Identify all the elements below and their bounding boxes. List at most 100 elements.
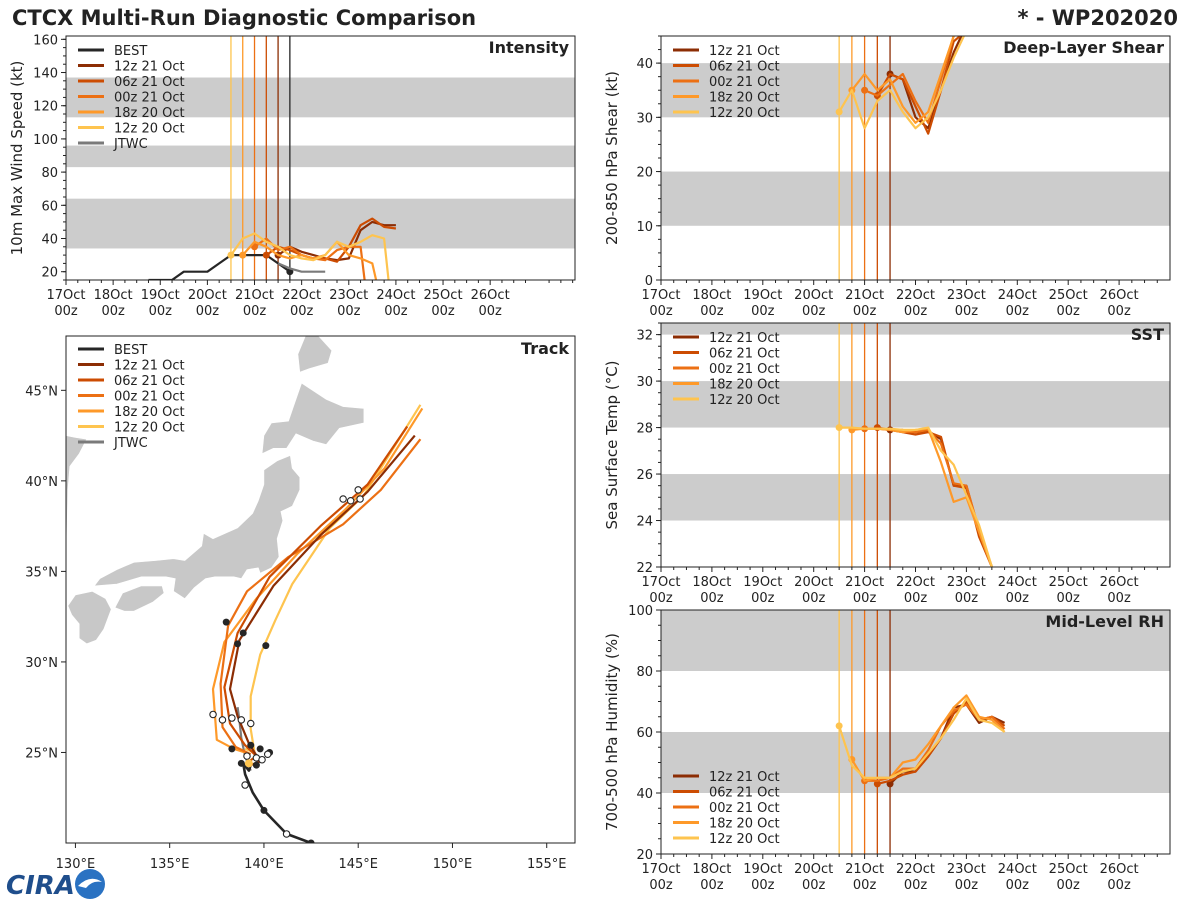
- shear-xtick-day: 25Oct: [1049, 288, 1088, 303]
- rh-title: Mid-Level RH: [1045, 612, 1164, 631]
- sst-xtick-day: 23Oct: [947, 575, 986, 590]
- shear-ytick-label: 10: [636, 220, 653, 235]
- rh-xtick-hour: 00z: [751, 878, 775, 893]
- shear-xtick-day: 21Oct: [845, 288, 884, 303]
- rh-xtick-hour: 00z: [649, 878, 673, 893]
- track-ytick-label: 45°N: [25, 384, 58, 399]
- rh-xtick-hour: 00z: [955, 878, 979, 893]
- rh-band-1: [661, 610, 1170, 671]
- sst-band-0: [661, 474, 1170, 521]
- track-legend-label-best: BEST: [114, 343, 147, 358]
- track-marker-open: [218, 716, 227, 724]
- track-marker-open: [346, 497, 355, 505]
- intensity-legend-label-jtwc: JTWC: [113, 137, 148, 152]
- rh-xtick-day: 24Oct: [998, 862, 1037, 877]
- sst-xtick-hour: 00z: [700, 591, 724, 606]
- sst-xtick-day: 25Oct: [1049, 575, 1088, 590]
- intensity-marker-r5: [227, 251, 235, 259]
- rh-xtick-hour: 00z: [802, 878, 826, 893]
- intensity-xtick-hour: 00z: [478, 304, 502, 319]
- shear-band-0: [661, 171, 1170, 226]
- track-frame: [65, 335, 576, 844]
- intensity-band-0: [66, 198, 575, 249]
- storm-id: * - WP202020: [1017, 6, 1178, 30]
- intensity-legend-label-r5: 12z 20 Oct: [114, 122, 185, 137]
- sst-ylabel: Sea Surface Temp (°C): [603, 360, 621, 529]
- intensity-legend-label-r4: 18z 20 Oct: [114, 106, 185, 121]
- intensity-legend-label-r2: 06z 21 Oct: [114, 75, 185, 90]
- shear-xtick-day: 20Oct: [794, 288, 833, 303]
- track-legend-label-r5: 12z 20 Oct: [114, 421, 185, 436]
- rh-legend-label-r1: 12z 21 Oct: [709, 770, 780, 785]
- sst-legend-label-r2: 06z 21 Oct: [709, 347, 780, 362]
- track-marker-open: [241, 781, 249, 789]
- intensity-marker-r4: [239, 251, 247, 259]
- sst-xtick-hour: 00z: [904, 591, 928, 606]
- sst-xtick-hour: 00z: [1057, 591, 1081, 606]
- intensity-ytick-label: 60: [41, 199, 58, 214]
- intensity-xtick-day: 23Oct: [329, 288, 368, 303]
- intensity-xtick-hour: 00z: [149, 304, 173, 319]
- intensity-xtick-hour: 00z: [337, 304, 361, 319]
- land-shikoku: [114, 585, 165, 612]
- sst-ytick-label: 24: [636, 515, 653, 530]
- intensity-marker-r2: [262, 251, 270, 259]
- rh-xtick-hour: 00z: [1006, 878, 1030, 893]
- rh-xtick-day: 18Oct: [692, 862, 731, 877]
- intensity-xtick-hour: 00z: [290, 304, 314, 319]
- shear-xtick-day: 18Oct: [692, 288, 731, 303]
- shear-series-r4: [851, 36, 956, 124]
- shear-xtick-day: 23Oct: [947, 288, 986, 303]
- track-marker-filled: [256, 745, 264, 753]
- sst-xtick-hour: 00z: [802, 591, 826, 606]
- intensity-legend-label-best: BEST: [114, 44, 147, 59]
- sst-legend-label-r4: 18z 20 Oct: [709, 378, 780, 393]
- land-korea: [66, 435, 88, 572]
- track-marker-open: [356, 495, 364, 503]
- rh-marker-r2: [873, 780, 881, 788]
- rh-legend-label-r4: 18z 20 Oct: [709, 817, 780, 832]
- shear-legend-label-r4: 18z 20 Oct: [709, 91, 780, 106]
- intensity-xtick-hour: 00z: [196, 304, 220, 319]
- rh-band-0: [661, 732, 1170, 793]
- rh-xtick-hour: 00z: [1057, 878, 1081, 893]
- rh-series-r1: [889, 703, 1006, 785]
- intensity-series-best: [148, 254, 291, 280]
- intensity-series-jtwc: [277, 262, 326, 273]
- rh-ytick-label: 100: [628, 604, 653, 619]
- land-honshu: [93, 455, 301, 599]
- track-marker-open: [282, 830, 291, 838]
- intensity-xtick-day: 17Oct: [46, 288, 85, 303]
- rh-legend-label-r5: 12z 20 Oct: [709, 832, 780, 847]
- sst-xtick-day: 22Oct: [896, 575, 935, 590]
- track-legend-label-r1: 12z 21 Oct: [114, 359, 185, 374]
- sst-xtick-hour: 00z: [649, 591, 673, 606]
- intensity-xtick-day: 22Oct: [282, 288, 321, 303]
- sst-legend-label-r3: 00z 21 Oct: [709, 362, 780, 377]
- shear-panel: 01020304017Oct00z18Oct00z19Oct00z20Oct00…: [603, 35, 1171, 319]
- intensity-series-r5: [230, 232, 390, 280]
- sst-xtick-day: 21Oct: [845, 575, 884, 590]
- track-legend-label-jtwc: JTWC: [113, 436, 148, 451]
- shear-xtick-day: 19Oct: [743, 288, 782, 303]
- rh-ytick-label: 80: [636, 665, 653, 680]
- track-marker-filled: [307, 839, 315, 843]
- sst-band-1: [661, 381, 1170, 428]
- intensity-xtick-day: 21Oct: [235, 288, 274, 303]
- shear-xtick-day: 24Oct: [998, 288, 1037, 303]
- sst-xtick-hour: 00z: [853, 591, 877, 606]
- sst-ytick-label: 26: [636, 468, 653, 483]
- sst-xtick-hour: 00z: [1107, 591, 1131, 606]
- sst-xtick-day: 19Oct: [743, 575, 782, 590]
- track-marker-filled: [234, 640, 242, 648]
- intensity-xtick-day: 20Oct: [188, 288, 227, 303]
- shear-xtick-hour: 00z: [904, 304, 928, 319]
- intensity-ytick-label: 140: [33, 67, 58, 82]
- rh-legend-label-r3: 00z 21 Oct: [709, 801, 780, 816]
- intensity-band-1: [66, 145, 575, 168]
- land-taiwan-okinawa: [28, 718, 43, 734]
- shear-series-r5: [838, 36, 966, 130]
- intensity-xtick-hour: 00z: [384, 304, 408, 319]
- shear-xtick-day: 17Oct: [641, 288, 680, 303]
